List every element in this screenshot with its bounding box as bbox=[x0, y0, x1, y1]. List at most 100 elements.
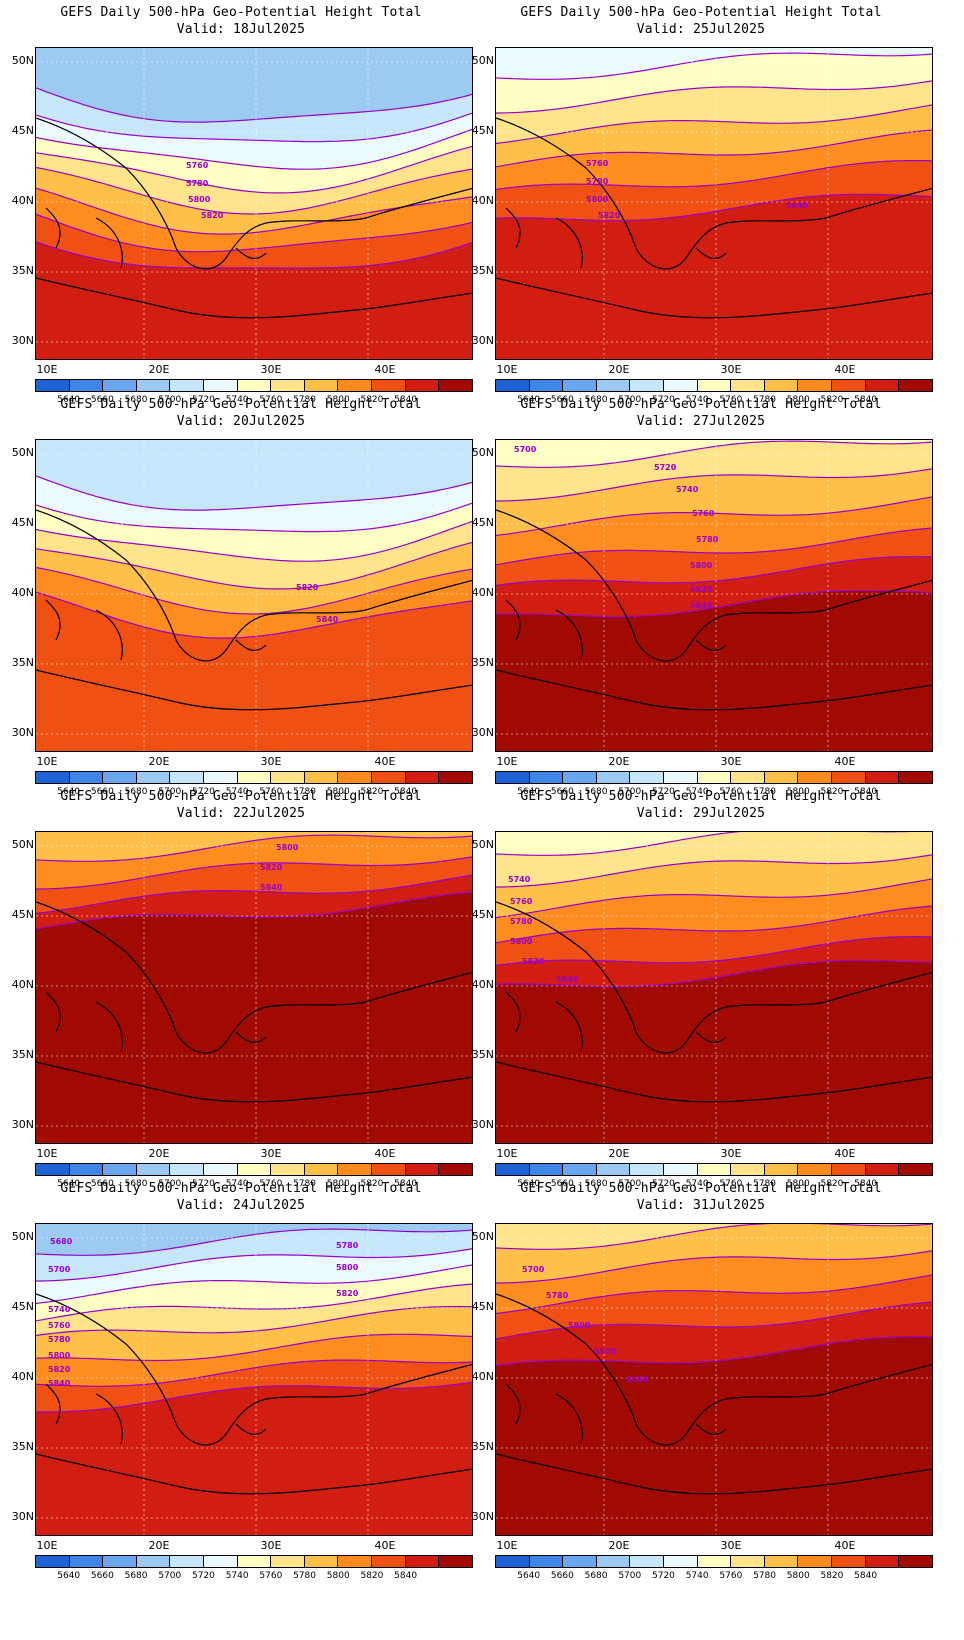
coastline bbox=[36, 509, 472, 711]
lon-tick-label: 20E bbox=[148, 363, 170, 376]
lon-tick-label: 40E bbox=[834, 1147, 856, 1160]
forecast-panel: GEFS Daily 500-hPa Geo-Potential Height … bbox=[0, 392, 482, 802]
lat-tick-label: 40N bbox=[11, 586, 34, 599]
contour-line bbox=[496, 1224, 932, 1250]
contour-line bbox=[36, 213, 472, 253]
colorbar-label: 5800 bbox=[786, 395, 810, 405]
coastline bbox=[36, 117, 472, 319]
colorbar-label: 5720 bbox=[652, 1571, 675, 1581]
colorbar-swatch bbox=[664, 380, 698, 391]
contour-label: 5820 bbox=[260, 863, 283, 872]
colorbar-label: 5660 bbox=[90, 1571, 114, 1581]
colorbar-swatch bbox=[439, 772, 472, 783]
panel-valid-date: Valid: 18Jul2025 bbox=[176, 22, 306, 37]
colorbar-label: 5740 bbox=[685, 395, 709, 405]
lat-tick-label: 45N bbox=[11, 124, 34, 137]
lat-tick-label: 50N bbox=[11, 54, 34, 67]
colorbar-swatch bbox=[764, 1164, 799, 1175]
contour-label: 5780 bbox=[546, 1291, 569, 1300]
colorbar-swatch bbox=[36, 380, 70, 391]
contour-line bbox=[36, 145, 472, 194]
contour-line bbox=[36, 1381, 472, 1413]
forecast-panel: GEFS Daily 500-hPa Geo-Potential Height … bbox=[460, 784, 942, 1194]
panel-valid-date: Valid: 31Jul2025 bbox=[636, 1198, 766, 1213]
colorbar-label: 5720 bbox=[652, 1179, 675, 1189]
lat-tick-label: 45N bbox=[471, 1300, 494, 1313]
colorbar-label: 5720 bbox=[192, 1571, 215, 1581]
colorbar-swatch bbox=[630, 772, 665, 783]
colorbar-label: 5660 bbox=[550, 1571, 574, 1581]
colorbar-label: 5640 bbox=[517, 1571, 541, 1581]
colorbar-swatch bbox=[136, 380, 171, 391]
lat-tick-label: 45N bbox=[471, 908, 494, 921]
colorbar-swatch bbox=[899, 1164, 932, 1175]
colorbar-swatch bbox=[103, 1164, 137, 1175]
forecast-panel: GEFS Daily 500-hPa Geo-Potential Height … bbox=[0, 1176, 482, 1586]
colorbar-label: 5840 bbox=[854, 1179, 878, 1189]
contour-line bbox=[36, 1264, 472, 1305]
colorbar-label: 5660 bbox=[90, 1179, 114, 1189]
forecast-panel: GEFS Daily 500-hPa Geo-Potential Height … bbox=[460, 0, 942, 410]
contour-line bbox=[496, 1274, 932, 1315]
forecast-panel: GEFS Daily 500-hPa Geo-Potential Height … bbox=[0, 0, 482, 410]
contour-label: 5780 bbox=[48, 1335, 71, 1344]
colorbar-label: 5840 bbox=[394, 1179, 418, 1189]
map-canvas: 5700 5780 5800 5820 5840 bbox=[496, 1224, 932, 1535]
lat-tick-label: 30N bbox=[11, 1118, 34, 1131]
contour-label: 5820 bbox=[336, 1289, 359, 1298]
panel-title: GEFS Daily 500-hPa Geo-Potential Height … bbox=[520, 789, 882, 804]
colorbar-swatch bbox=[865, 380, 900, 391]
contour-label: 5700 bbox=[48, 1265, 71, 1274]
contour-line bbox=[36, 874, 472, 915]
contour-label: 5760 bbox=[186, 161, 209, 170]
band-fill bbox=[36, 892, 472, 1143]
colorbar-swatch bbox=[237, 1556, 272, 1567]
contour-label: 5780 bbox=[336, 1241, 359, 1250]
colorbar-label: 5840 bbox=[394, 787, 418, 797]
colorbar-swatch bbox=[798, 380, 833, 391]
panel-title: GEFS Daily 500-hPa Geo-Potential Height … bbox=[60, 789, 422, 804]
colorbar-swatch bbox=[372, 772, 406, 783]
colorbar-label: 5760 bbox=[719, 1179, 743, 1189]
contour-line bbox=[496, 854, 932, 888]
contour-label: 5740 bbox=[676, 485, 699, 494]
colorbar-label: 5800 bbox=[326, 395, 350, 405]
colorbar-label: 5740 bbox=[225, 1571, 249, 1581]
colorbar bbox=[35, 1163, 473, 1176]
colorbar-swatch bbox=[630, 380, 665, 391]
colorbar-label: 5780 bbox=[753, 787, 776, 797]
lon-tick-label: 10E bbox=[496, 1539, 518, 1552]
colorbar-label: 5820 bbox=[820, 395, 844, 405]
contour-line bbox=[36, 1248, 472, 1282]
colorbar-swatch bbox=[237, 1164, 272, 1175]
coastline bbox=[36, 901, 472, 1103]
contour-label: 5840 bbox=[316, 615, 339, 624]
colorbar-swatch bbox=[731, 1164, 765, 1175]
colorbar-label: 5780 bbox=[753, 395, 776, 405]
lat-tick-label: 50N bbox=[471, 838, 494, 851]
lat-tick-label: 50N bbox=[471, 446, 494, 459]
colorbar-label: 5820 bbox=[360, 395, 384, 405]
panel-title: GEFS Daily 500-hPa Geo-Potential Height … bbox=[520, 5, 882, 20]
colorbar-swatch bbox=[697, 1556, 732, 1567]
colorbar-swatch bbox=[204, 1164, 238, 1175]
colorbar-swatch bbox=[439, 1556, 472, 1567]
colorbar-swatch bbox=[798, 772, 833, 783]
lat-tick-label: 30N bbox=[11, 726, 34, 739]
lat-tick-label: 35N bbox=[471, 264, 494, 277]
colorbar-swatch bbox=[372, 1556, 406, 1567]
colorbar-swatch bbox=[271, 772, 305, 783]
lat-tick-label: 35N bbox=[11, 1048, 34, 1061]
lat-tick-label: 50N bbox=[11, 446, 34, 459]
contour-label: 5800 bbox=[690, 561, 713, 570]
colorbar-swatch bbox=[529, 1164, 564, 1175]
lon-tick-label: 20E bbox=[148, 1539, 170, 1552]
contour-label: 5800 bbox=[510, 937, 533, 946]
lon-tick-label: 40E bbox=[834, 363, 856, 376]
colorbar-swatch bbox=[798, 1556, 833, 1567]
contour-label: 5740 bbox=[508, 875, 531, 884]
contour-label: 5700 bbox=[514, 445, 537, 454]
lat-tick-label: 45N bbox=[471, 124, 494, 137]
colorbar-label: 5820 bbox=[820, 1571, 844, 1581]
